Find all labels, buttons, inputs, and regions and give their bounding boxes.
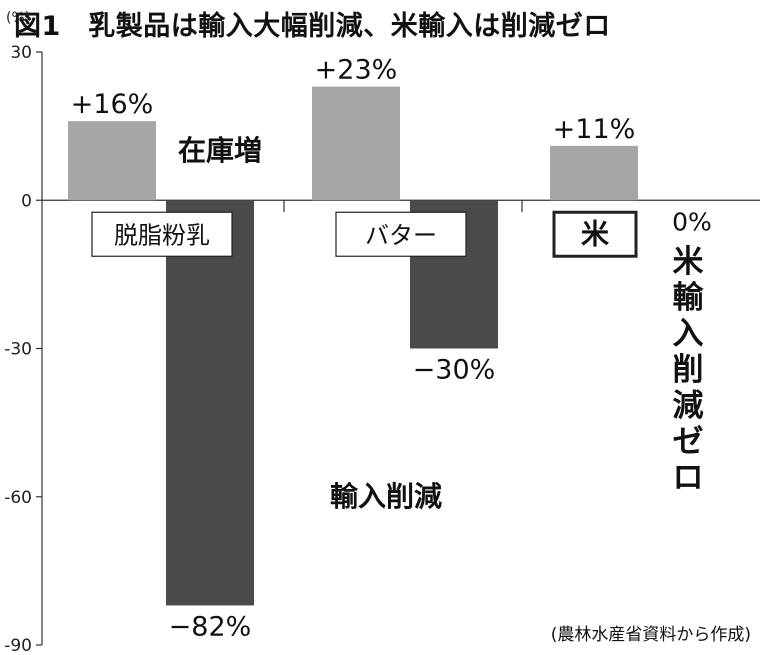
category-box: [552, 210, 638, 258]
annotation-rice-zero-char: 削: [673, 352, 704, 388]
y-tick-label: 30: [10, 43, 32, 63]
annotation-rice-zero-char: 輸: [673, 280, 705, 316]
annotation-rice-zero-char: 入: [673, 316, 704, 352]
data-label-stock-increase: +23%: [315, 55, 398, 86]
data-label-import-reduction: 0%: [672, 207, 712, 236]
category-label: 脱脂粉乳: [114, 221, 210, 249]
bars: [68, 86, 638, 606]
bar-stock-increase: [68, 121, 156, 201]
data-label-import-reduction: −30%: [413, 355, 496, 386]
unit-label: (%): [6, 10, 30, 26]
bar-import-reduction: [166, 200, 254, 606]
category-label: バター: [365, 221, 437, 249]
y-tick-label: -30: [4, 340, 32, 360]
y-tick-label: -60: [4, 488, 32, 508]
annotation-rice-zero-char: 米: [673, 244, 704, 280]
labels: +16%−82%+23%−30%+11%0%脱脂粉乳 バター 米在庫増輸入削減米輸入…: [71, 55, 712, 643]
data-label-stock-increase: +16%: [71, 89, 154, 120]
annotation-rice-zero-char: ロ: [673, 460, 704, 496]
bar-stock-increase: [550, 145, 638, 201]
annotation-stock-increase: 在庫増: [178, 134, 262, 167]
category-label: 米: [581, 217, 609, 250]
y-tick-label: -90: [4, 636, 32, 655]
data-label-stock-increase: +11%: [553, 114, 636, 145]
source-note: (農林水産省資料から作成): [550, 625, 751, 645]
annotation-rice-zero-char: ゼ: [673, 424, 704, 460]
y-tick-label: 0: [21, 191, 32, 211]
bar-stock-increase: [312, 86, 400, 201]
data-label-import-reduction: −82%: [169, 611, 252, 642]
category-box: [91, 211, 233, 257]
chart-title: 図1 乳製品は輸入大幅削減、米輸入は削減ゼロ: [14, 11, 611, 42]
annotation-rice-zero-char: 減: [673, 388, 704, 424]
axes: (%) 30 0 -30 -60 -90: [4, 10, 760, 655]
category-box: [335, 211, 467, 257]
annotation-import-reduction: 輸入削減: [330, 480, 442, 513]
